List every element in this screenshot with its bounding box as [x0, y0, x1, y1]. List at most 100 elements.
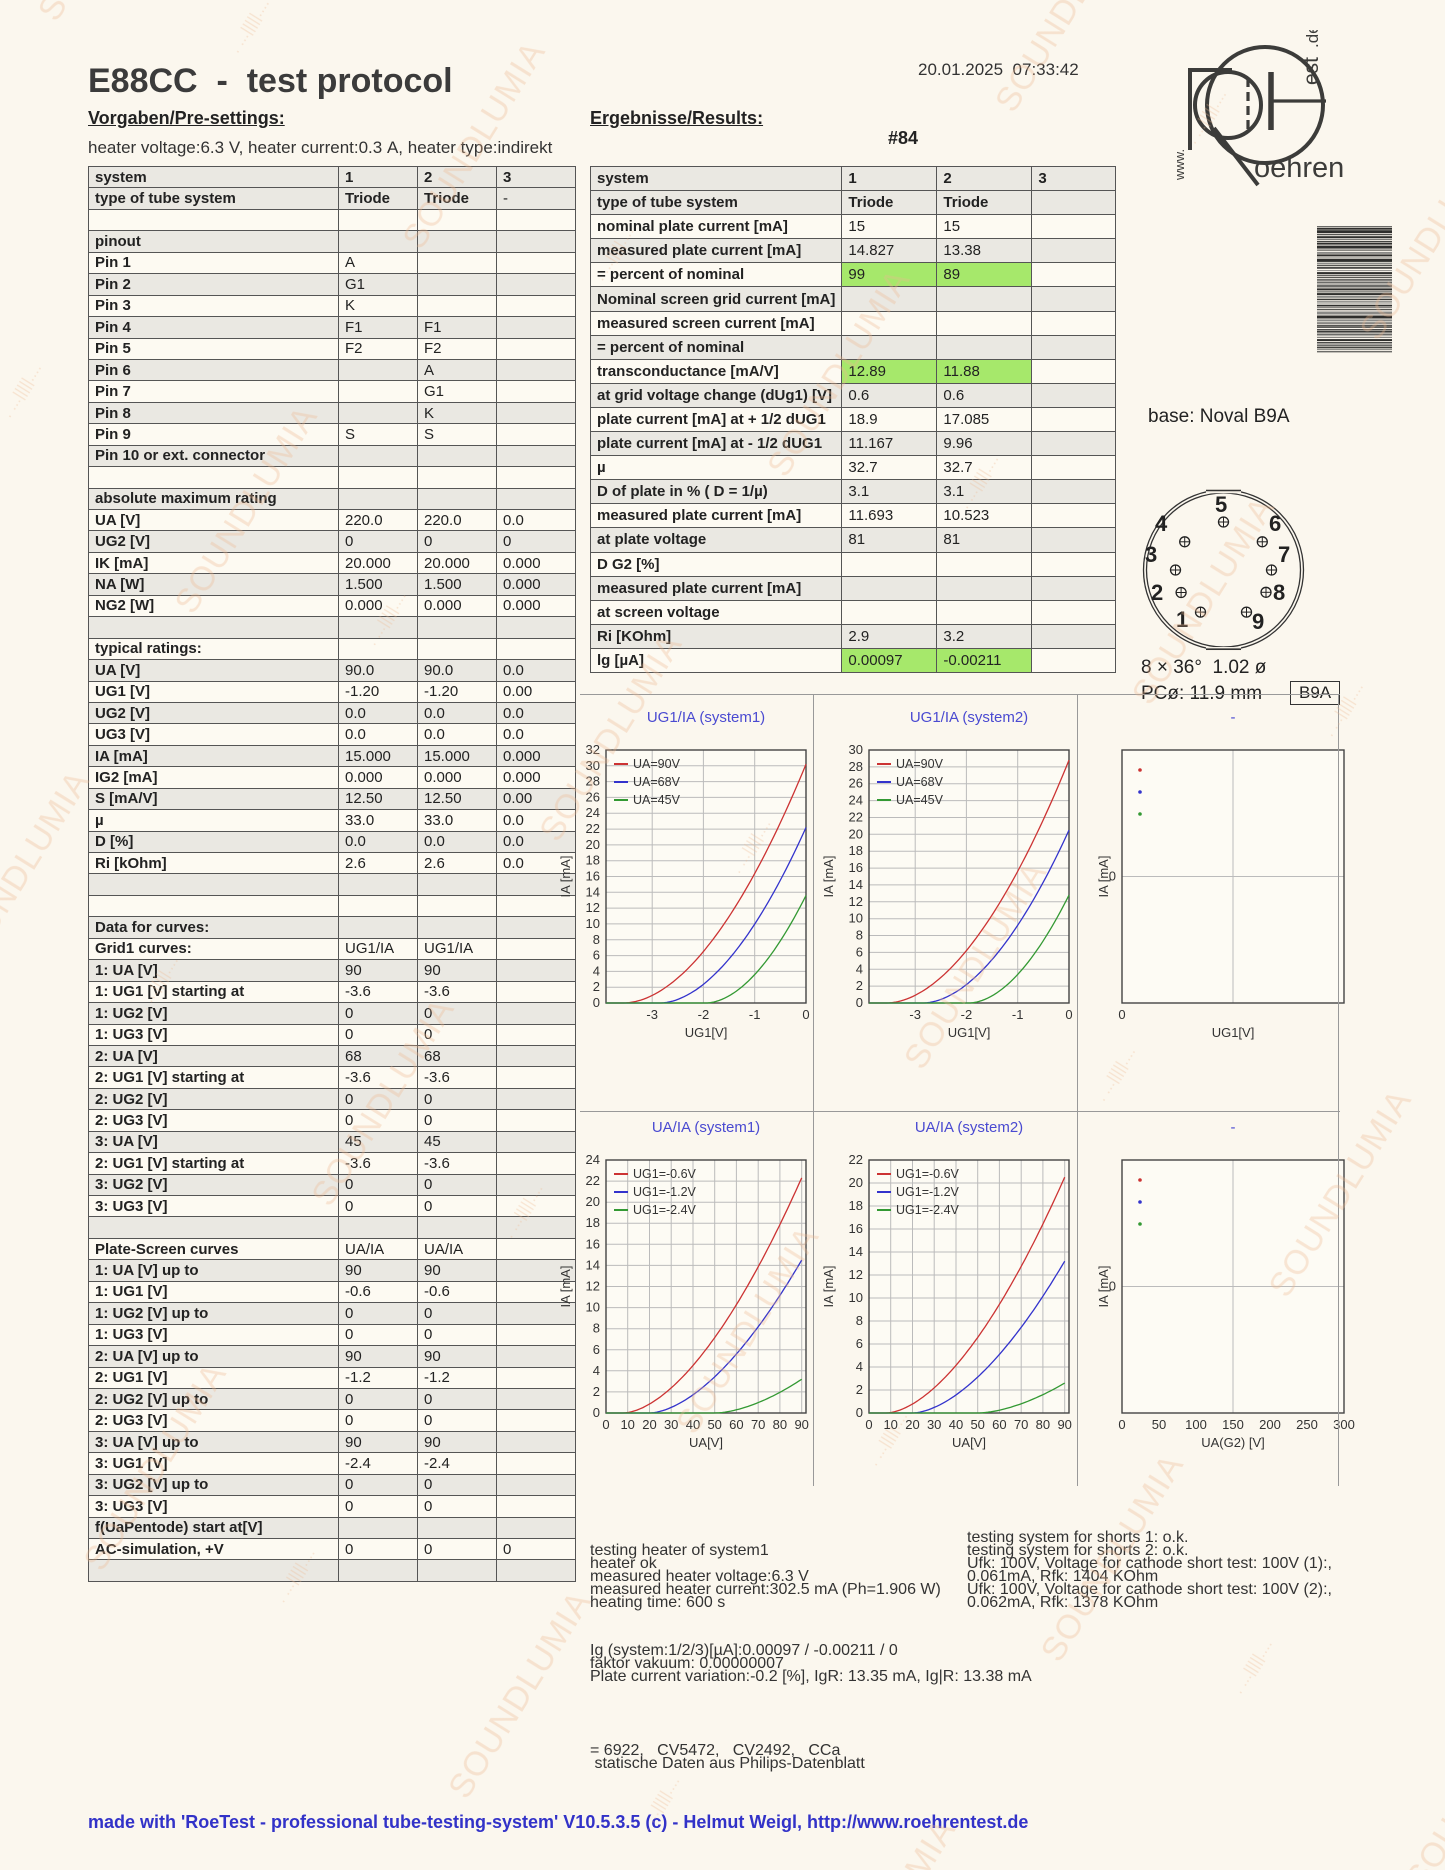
svg-text:12: 12: [849, 1267, 863, 1282]
svg-text:50: 50: [970, 1417, 984, 1432]
svg-text:300: 300: [1333, 1417, 1355, 1432]
svg-text:4: 4: [856, 961, 863, 976]
svg-text:www.: www.: [1172, 149, 1187, 181]
svg-text:IA [mA]: IA [mA]: [558, 1266, 573, 1308]
svg-text:-3: -3: [909, 1007, 921, 1022]
svg-text:90: 90: [794, 1417, 808, 1432]
svg-text:12: 12: [849, 894, 863, 909]
svg-text:UG1[V]: UG1[V]: [685, 1025, 728, 1040]
svg-text:4: 4: [856, 1359, 863, 1374]
svg-text:oehren: oehren: [1254, 152, 1344, 184]
svg-text:60: 60: [729, 1417, 743, 1432]
svg-text:0: 0: [1118, 1007, 1125, 1022]
svg-text:UA=45V: UA=45V: [896, 793, 944, 807]
svg-text:18: 18: [849, 843, 863, 858]
svg-text:IA [mA]: IA [mA]: [821, 856, 836, 898]
svg-text:UA[V]: UA[V]: [952, 1435, 986, 1450]
svg-text:100: 100: [1185, 1417, 1207, 1432]
svg-text:40: 40: [686, 1417, 700, 1432]
svg-text:UG1/IA (system2): UG1/IA (system2): [910, 709, 1028, 726]
svg-text:2: 2: [593, 979, 600, 994]
svg-text:8: 8: [856, 928, 863, 943]
svg-text:UG1=-2.4V: UG1=-2.4V: [633, 1203, 697, 1217]
svg-text:UA/IA (system2): UA/IA (system2): [915, 1119, 1023, 1136]
svg-text:20: 20: [586, 837, 600, 852]
svg-text:12: 12: [586, 900, 600, 915]
svg-text:60: 60: [992, 1417, 1006, 1432]
svg-text:UA[V]: UA[V]: [689, 1435, 723, 1450]
svg-text:10: 10: [883, 1417, 897, 1432]
svg-text:20: 20: [905, 1417, 919, 1432]
svg-text:UG1=-1.2V: UG1=-1.2V: [896, 1185, 960, 1199]
svg-text:16: 16: [586, 1236, 600, 1251]
svg-text:0: 0: [865, 1417, 872, 1432]
svg-text:10: 10: [849, 1290, 863, 1305]
svg-text:7: 7: [1278, 542, 1290, 567]
svg-text:2: 2: [856, 1382, 863, 1397]
svg-text:UA(G2) [V]: UA(G2) [V]: [1201, 1435, 1265, 1450]
svg-text:32: 32: [586, 742, 600, 757]
svg-text:8: 8: [593, 932, 600, 947]
svg-text:70: 70: [1014, 1417, 1028, 1432]
svg-text:-2: -2: [961, 1007, 973, 1022]
svg-text:UG1[V]: UG1[V]: [1212, 1025, 1255, 1040]
svg-text:0: 0: [856, 1405, 863, 1420]
svg-text:4: 4: [593, 1363, 600, 1378]
svg-text:UA=45V: UA=45V: [633, 793, 681, 807]
svg-text:24: 24: [586, 805, 600, 820]
svg-text:20: 20: [849, 1175, 863, 1190]
svg-text:2: 2: [593, 1384, 600, 1399]
svg-text:26: 26: [586, 789, 600, 804]
svg-text:UA=68V: UA=68V: [633, 775, 681, 789]
svg-text:22: 22: [849, 810, 863, 825]
svg-text:4: 4: [1155, 511, 1168, 536]
svg-text:UA=90V: UA=90V: [633, 757, 681, 771]
svg-text:10: 10: [586, 1300, 600, 1315]
svg-text:0: 0: [593, 1405, 600, 1420]
svg-text:UG1[V]: UG1[V]: [948, 1025, 991, 1040]
svg-text:6: 6: [1269, 511, 1281, 536]
svg-text:IA [mA]: IA [mA]: [1096, 856, 1111, 898]
svg-text:0: 0: [602, 1417, 609, 1432]
svg-text:16: 16: [849, 860, 863, 875]
svg-text:UG1/IA (system1): UG1/IA (system1): [647, 709, 765, 726]
svg-text:28: 28: [849, 759, 863, 774]
svg-text:-: -: [1231, 1119, 1236, 1136]
svg-text:40: 40: [949, 1417, 963, 1432]
svg-text:30: 30: [927, 1417, 941, 1432]
svg-text:6: 6: [856, 1336, 863, 1351]
svg-text:UA=90V: UA=90V: [896, 757, 944, 771]
svg-text:250: 250: [1296, 1417, 1318, 1432]
svg-text:0: 0: [1118, 1417, 1125, 1432]
svg-text:80: 80: [773, 1417, 787, 1432]
svg-text:12: 12: [586, 1279, 600, 1294]
svg-text:0: 0: [856, 995, 863, 1010]
svg-text:UG1=-0.6V: UG1=-0.6V: [896, 1167, 960, 1181]
svg-text:10: 10: [586, 916, 600, 931]
svg-text:14: 14: [849, 1244, 863, 1259]
svg-text:2: 2: [1151, 580, 1163, 605]
svg-text:70: 70: [751, 1417, 765, 1432]
svg-text:50: 50: [1152, 1417, 1166, 1432]
svg-text:10: 10: [620, 1417, 634, 1432]
svg-text:20: 20: [586, 1194, 600, 1209]
svg-text:UG1=-2.4V: UG1=-2.4V: [896, 1203, 960, 1217]
svg-text:150: 150: [1222, 1417, 1244, 1432]
svg-text:6: 6: [856, 944, 863, 959]
svg-text:18: 18: [586, 853, 600, 868]
svg-text:6: 6: [593, 1342, 600, 1357]
svg-text:16: 16: [849, 1221, 863, 1236]
svg-text:30: 30: [849, 742, 863, 757]
svg-text:8: 8: [1273, 580, 1285, 605]
svg-text:0: 0: [802, 1007, 809, 1022]
svg-text:20: 20: [849, 826, 863, 841]
svg-text:20: 20: [642, 1417, 656, 1432]
svg-text:22: 22: [586, 1173, 600, 1188]
svg-text:-3: -3: [646, 1007, 658, 1022]
svg-text:26: 26: [849, 776, 863, 791]
svg-text:IA [mA]: IA [mA]: [558, 856, 573, 898]
svg-text:28: 28: [586, 774, 600, 789]
svg-text:22: 22: [849, 1152, 863, 1167]
svg-text:UA/IA (system1): UA/IA (system1): [652, 1119, 760, 1136]
svg-text:24: 24: [849, 793, 863, 808]
